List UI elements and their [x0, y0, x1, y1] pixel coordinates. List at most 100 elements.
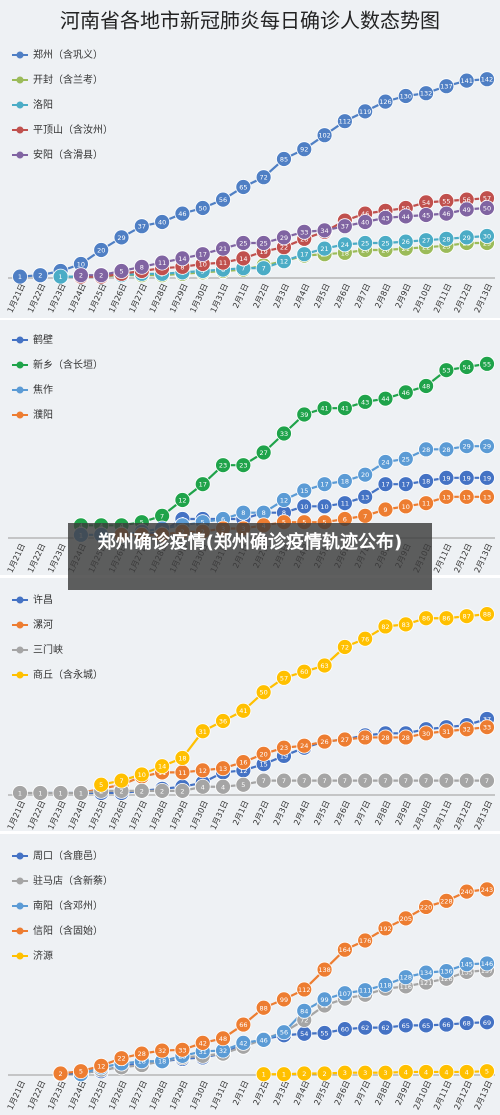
data-point: [296, 981, 313, 998]
data-point: [336, 400, 353, 417]
data-label: 13: [483, 493, 491, 501]
data-label: 126: [440, 975, 452, 983]
data-label: 10: [320, 503, 328, 511]
legend-marker: [16, 51, 24, 59]
data-label: 25: [381, 240, 389, 248]
data-point: [418, 1017, 434, 1034]
data-label: 23: [239, 462, 247, 470]
data-point: [397, 88, 414, 104]
data-label: 5: [79, 1068, 83, 1076]
data-label: 7: [485, 777, 489, 785]
data-point: [255, 260, 272, 277]
data-label: 4: [201, 783, 205, 791]
legend-marker: [16, 126, 24, 134]
data-point: [255, 999, 272, 1016]
data-point: [458, 72, 475, 89]
data-point: [276, 492, 292, 508]
data-label: 28: [402, 734, 410, 742]
data-label: 17: [199, 251, 207, 259]
data-label: 1: [18, 273, 22, 281]
data-label: 2: [119, 787, 123, 795]
data-point: [12, 268, 28, 285]
data-label: 43: [361, 398, 369, 406]
series-line: [60, 234, 488, 278]
data-label: 7: [262, 265, 266, 273]
data-label: 19: [260, 248, 268, 256]
data-label: 102: [318, 132, 330, 140]
legend-marker: [16, 646, 24, 654]
data-label: 18: [341, 249, 349, 257]
data-label: 7: [465, 777, 469, 785]
data-point: [174, 782, 191, 799]
data-label: 24: [300, 742, 308, 750]
data-label: 83: [402, 621, 410, 629]
data-point: [357, 982, 374, 999]
data-point: [255, 684, 272, 701]
data-label: 107: [339, 990, 351, 998]
data-label: 137: [440, 83, 452, 91]
data-point: [458, 359, 475, 375]
legend-label: 信阳（含固始）: [33, 924, 103, 937]
data-point: [194, 246, 211, 263]
data-point: [458, 608, 475, 625]
data-point: [52, 785, 69, 801]
data-label: 243: [481, 886, 493, 894]
legend-marker: [16, 361, 24, 369]
data-label: 7: [363, 512, 367, 520]
data-label: 53: [442, 367, 450, 375]
data-label: 11: [219, 259, 227, 267]
data-point: [235, 179, 252, 195]
legend-label: 鹤壁: [33, 333, 53, 346]
data-point: [215, 713, 231, 729]
data-point: [397, 450, 414, 467]
data-label: 40: [361, 219, 369, 227]
legend-marker: [16, 852, 24, 860]
data-point: [276, 1066, 292, 1083]
data-label: 72: [341, 644, 349, 652]
data-label: 41: [239, 707, 247, 715]
data-label: 25: [402, 455, 410, 463]
data-point: [438, 205, 455, 222]
data-point: [133, 766, 150, 783]
data-label: 25: [260, 240, 268, 248]
data-label: 86: [442, 615, 450, 623]
data-point: [336, 731, 353, 748]
data-label: 4: [221, 783, 225, 791]
data-point: [296, 737, 313, 754]
data-point: [357, 214, 374, 230]
data-point: [418, 610, 434, 627]
data-label: 44: [381, 395, 389, 403]
data-label: 5: [322, 519, 326, 527]
data-point: [397, 969, 414, 986]
data-point: [336, 113, 353, 130]
data-label: 84: [300, 1007, 308, 1015]
data-label: 23: [219, 462, 227, 470]
legend-label: 周口（含鹿邑）: [33, 849, 103, 862]
data-point: [458, 1064, 475, 1080]
data-point: [336, 218, 353, 235]
data-label: 55: [320, 1029, 328, 1037]
data-point: [479, 200, 495, 216]
data-label: 40: [158, 219, 166, 227]
data-point: [479, 1014, 495, 1031]
data-point: [418, 772, 434, 789]
data-point: [377, 93, 394, 110]
legend-marker: [16, 671, 24, 679]
data-point: [479, 355, 495, 372]
data-point: [154, 1042, 171, 1059]
data-label: 44: [402, 213, 410, 221]
data-label: 88: [260, 1004, 268, 1012]
data-point: [336, 1021, 353, 1038]
data-point: [479, 881, 495, 898]
data-point: [438, 772, 455, 789]
data-label: 48: [219, 1035, 227, 1043]
data-label: 1: [79, 789, 83, 797]
data-label: 17: [300, 251, 308, 259]
data-label: 145: [460, 961, 472, 969]
data-point: [479, 606, 495, 623]
data-label: 7: [322, 777, 326, 785]
data-label: 82: [381, 623, 389, 631]
legend-marker: [16, 411, 24, 419]
data-point: [357, 235, 374, 251]
data-label: 65: [402, 1022, 410, 1030]
